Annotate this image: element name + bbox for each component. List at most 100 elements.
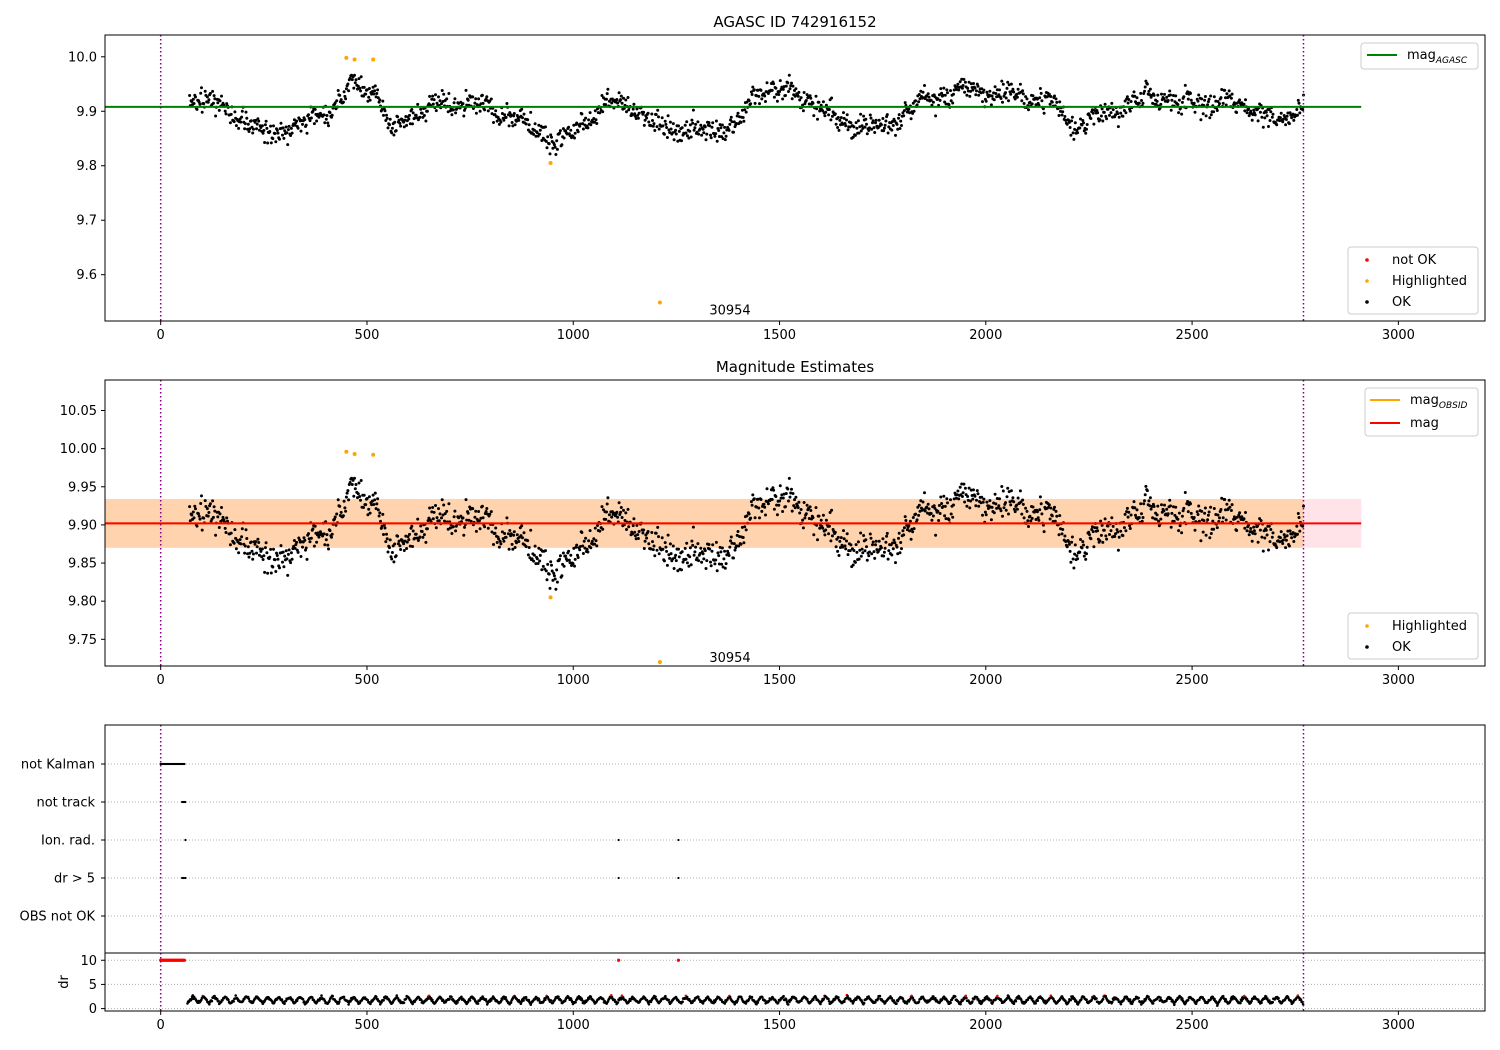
data-point [1263,536,1267,540]
dr-point [1019,998,1023,1001]
data-point [999,97,1003,100]
data-point [1116,548,1120,552]
data-point [849,543,853,547]
data-point [1104,114,1108,118]
data-point [925,505,929,509]
data-point [605,510,608,514]
data-point [558,131,562,135]
data-point [772,507,776,511]
data-point [243,551,247,555]
data-point [784,94,787,97]
data-point [758,102,761,106]
data-point [1042,530,1046,534]
data-point [197,512,200,516]
data-point [248,127,252,131]
data-point [1296,98,1300,102]
data-point [1068,126,1072,129]
data-point [555,147,559,151]
data-point [1247,107,1250,111]
data-point [506,532,510,536]
data-point [703,549,707,553]
data-point [202,516,206,520]
data-point [554,153,558,156]
data-point [1143,499,1146,503]
data-point [1235,529,1239,532]
data-point [947,518,951,522]
data-point [344,495,348,499]
data-point [593,120,597,124]
data-point [1228,94,1232,98]
data-point [969,499,973,503]
data-point [1181,509,1185,513]
data-point [824,518,828,522]
data-point [801,103,805,107]
data-point [1080,546,1084,550]
data-point [717,562,721,566]
data-point [709,564,713,568]
data-point [453,509,457,513]
dr-point [697,995,700,999]
dr-point [538,998,541,1002]
data-point [1085,552,1088,556]
data-point [1267,548,1270,552]
data-point [993,492,997,496]
data-point [897,536,900,540]
data-point [1034,103,1038,107]
data-point [344,509,348,513]
data-point [1150,505,1154,508]
data-point [1067,540,1071,544]
dr-point [426,997,430,1001]
legend-marker-not-ok [1365,258,1369,262]
data-point [1268,540,1272,544]
data-point [673,556,677,560]
data-point [1119,529,1123,533]
data-point [194,95,197,99]
data-point [1301,524,1305,528]
data-point [779,496,783,500]
data-point [1212,527,1216,531]
data-point [380,524,384,528]
data-point [998,497,1001,501]
data-point [502,118,506,122]
data-point [994,92,998,95]
data-point [610,510,614,514]
data-point [522,112,526,116]
data-point [1004,96,1008,100]
data-point [1165,507,1169,511]
data-point [1109,111,1113,115]
dr-point [210,999,214,1003]
data-point [1209,113,1213,117]
data-point [1147,89,1151,93]
data-point [1292,118,1296,122]
data-point [874,118,878,122]
data-point [587,118,591,122]
data-point [558,554,562,558]
dr-point [946,1000,950,1003]
data-point [665,136,669,139]
data-point [1192,516,1196,519]
dr-point [681,1000,684,1003]
dr-point [1101,997,1105,1001]
data-point [939,87,943,91]
dr-high-point [676,958,681,962]
data-point [382,113,385,117]
data-point [1067,542,1071,546]
data-point [544,569,548,573]
data-point [963,500,967,504]
data-point [381,99,385,103]
dr-point [1085,998,1088,1001]
data-point [836,549,840,553]
data-point [593,109,597,113]
highlighted-point [548,595,553,600]
data-point [367,507,371,511]
data-point [188,519,192,523]
x-tick-label: 2000 [969,1018,1002,1033]
data-point [1201,530,1205,534]
dr-point [1134,997,1137,1001]
data-point [245,537,249,540]
data-point [240,527,244,531]
data-point [1015,507,1019,511]
data-point [962,482,966,486]
data-point [1108,113,1111,117]
data-point [868,126,871,130]
